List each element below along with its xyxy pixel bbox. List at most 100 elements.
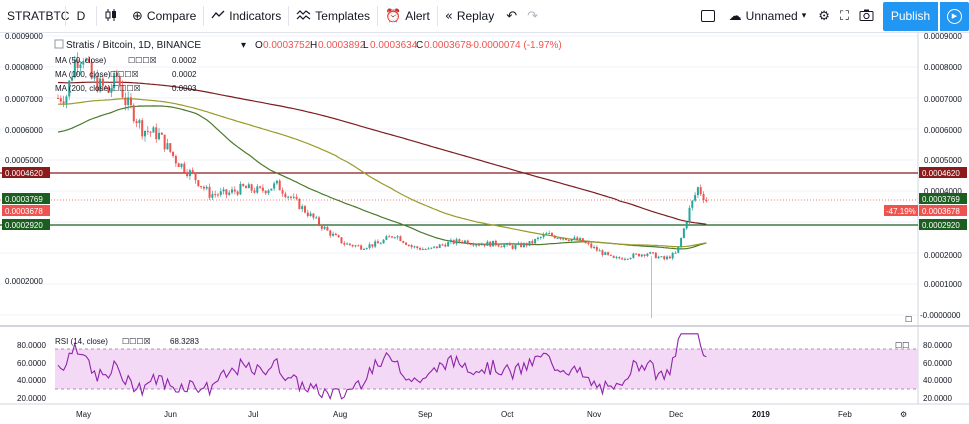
compare-button[interactable]: ⊕ Compare	[125, 0, 203, 33]
candle-body	[472, 244, 475, 246]
top-toolbar: STRATBTC D ⊕ Compare Indicators Template…	[0, 0, 969, 33]
right-tick: 0.0008000	[924, 63, 962, 72]
alert-button[interactable]: ⏰ Alert	[378, 0, 437, 33]
snapshot-button[interactable]	[854, 0, 879, 33]
candle-body	[390, 236, 393, 238]
indicators-button[interactable]: Indicators	[204, 0, 288, 33]
candle-body	[90, 61, 93, 79]
candle-body	[343, 243, 346, 245]
right-price-scale[interactable]: 0.0009000 0.0008000 0.0007000 0.0006000 …	[884, 33, 967, 320]
publish-button[interactable]: Publish	[883, 1, 938, 31]
undo-button[interactable]: ↶	[501, 0, 522, 33]
indicator-legend-ma100[interactable]: MA (100, close) ☐☐☐☒ 0.0002	[55, 70, 197, 79]
candle-body	[135, 121, 138, 124]
candle-body	[113, 72, 116, 89]
candle-body	[590, 243, 593, 248]
rsi-pane[interactable]: RSI (14, close) ☐☐☐☒ 68.3283 80.0000 60.…	[17, 315, 952, 403]
candle-body	[654, 252, 657, 259]
legend-close-value: 0.0003678	[424, 40, 472, 51]
collapse-legend-icon[interactable]	[54, 39, 64, 49]
candle-body	[326, 227, 329, 231]
candle-body	[110, 88, 113, 93]
candle-body	[494, 240, 497, 246]
play-icon: ▶	[947, 8, 962, 24]
right-price-tag-label: 0.0004620	[922, 169, 960, 178]
candle-body	[233, 189, 236, 192]
candle-body	[360, 245, 363, 250]
legend-dropdown-icon[interactable]: ▾	[241, 40, 246, 51]
candle-body	[466, 240, 469, 245]
chart-canvas[interactable]: Stratis / Bitcoin, 1D, BINANCE ▾ O 0.000…	[0, 33, 969, 424]
time-axis[interactable]: May Jun Jul Aug Sep Oct Nov Dec 2019 Feb…	[76, 410, 907, 419]
indicator-actions-icon[interactable]: ☐☐☐☒	[110, 70, 139, 79]
indicator-legend-ma50[interactable]: MA (50, close) ☐☐☐☒ 0.0002	[55, 56, 197, 65]
candle-body	[374, 241, 377, 247]
interval-button[interactable]: D	[66, 0, 96, 33]
candle-body	[652, 252, 655, 254]
candle-body	[424, 249, 427, 251]
layout-name-button[interactable]: ☁ Unnamed ▾	[722, 0, 814, 33]
right-tick: 0.0009000	[924, 33, 962, 41]
candle-body	[166, 143, 169, 150]
publish-video-button[interactable]: ▶	[940, 1, 969, 31]
candle-body	[573, 237, 576, 239]
left-price-scale[interactable]: 0.0009000 0.0008000 0.0007000 0.0006000 …	[2, 33, 50, 286]
legend-high-label: H	[310, 40, 317, 51]
replay-button[interactable]: « Replay	[438, 0, 501, 33]
candle-body	[405, 242, 408, 245]
ma50-value: 0.0002	[172, 56, 197, 65]
legend-close-label: C	[416, 40, 423, 51]
percent-change-label: -47.19%	[886, 207, 916, 216]
candle-body	[259, 186, 262, 188]
indicator-legend-ma200[interactable]: MA (200, close) ☐☐☐☒ 0.0003	[55, 84, 197, 93]
candle-body	[62, 101, 65, 104]
candle-body	[315, 217, 318, 219]
ma100-line[interactable]	[58, 98, 707, 248]
candle-body	[646, 253, 649, 256]
fullscreen-button[interactable]: ⛶	[835, 0, 854, 33]
candle-body	[640, 254, 643, 257]
rsi-right-tick: 40.0000	[923, 376, 952, 385]
left-price-tag-label: 0.0004620	[5, 169, 43, 178]
right-price-tag-label: 0.0003678	[922, 207, 960, 216]
candle-body	[463, 240, 466, 243]
candle-body	[492, 240, 495, 247]
candle-body	[570, 238, 573, 242]
templates-button[interactable]: Templates	[289, 0, 377, 33]
chart-style-button[interactable]	[97, 0, 125, 33]
candle-body	[433, 246, 436, 248]
candle-body	[447, 242, 450, 247]
settings-gear-icon[interactable]: ⚙	[900, 410, 907, 419]
main-legend: Stratis / Bitcoin, 1D, BINANCE ▾ O 0.000…	[54, 39, 562, 93]
candle-body	[581, 238, 584, 243]
candle-body	[517, 243, 520, 245]
candle-body	[202, 186, 205, 189]
indicator-actions-icon[interactable]: ☐☐☐☒	[128, 56, 157, 65]
legend-high-value: 0.0003892	[318, 40, 366, 51]
pane-maximize-icon[interactable]: ☐☐	[895, 341, 909, 350]
candle-body	[82, 61, 85, 65]
settings-button[interactable]: ⚙	[813, 0, 835, 33]
candle-body	[71, 77, 74, 81]
candle-body	[351, 244, 354, 247]
redo-icon: ↷	[527, 8, 539, 24]
candle-body	[660, 256, 663, 258]
ma200-line[interactable]	[57, 81, 707, 225]
symbol-search[interactable]: STRATBTC	[0, 0, 69, 33]
candlestick-series[interactable]	[57, 52, 708, 319]
candle-body	[699, 187, 702, 195]
candle-body	[334, 233, 337, 236]
candle-body	[550, 233, 553, 236]
pane-collapse-icon[interactable]: ☐	[905, 315, 912, 324]
candle-body	[169, 143, 172, 152]
candle-body	[337, 235, 340, 238]
layout-select-button[interactable]	[694, 0, 722, 33]
templates-icon	[296, 9, 311, 24]
rsi-line[interactable]	[57, 333, 707, 401]
indicator-actions-icon[interactable]: ☐☐☐☒	[112, 84, 141, 93]
candle-body	[562, 238, 565, 240]
indicator-actions-icon[interactable]: ☐☐☐☒	[122, 337, 151, 346]
redo-button[interactable]: ↷	[522, 0, 543, 33]
alarm-clock-icon: ⏰	[385, 8, 402, 24]
candle-body	[486, 241, 489, 246]
